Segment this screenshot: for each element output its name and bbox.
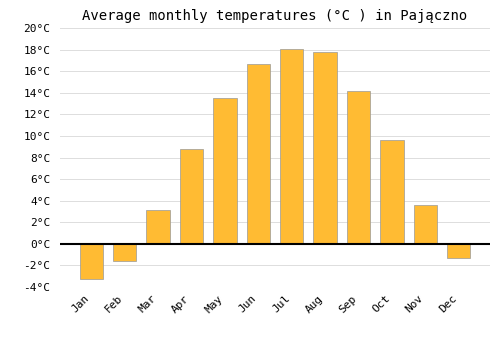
Bar: [213, 98, 236, 244]
Title: Average monthly temperatures (°C ) in Pajączno: Average monthly temperatures (°C ) in Pa…: [82, 9, 468, 23]
Bar: [380, 140, 404, 244]
Bar: [146, 210, 170, 244]
Bar: [80, 244, 103, 279]
Bar: [280, 49, 303, 244]
Bar: [414, 205, 437, 244]
Bar: [314, 52, 337, 244]
Bar: [113, 244, 136, 261]
Bar: [447, 244, 470, 258]
Bar: [180, 149, 203, 244]
Bar: [347, 91, 370, 244]
Bar: [246, 64, 270, 244]
